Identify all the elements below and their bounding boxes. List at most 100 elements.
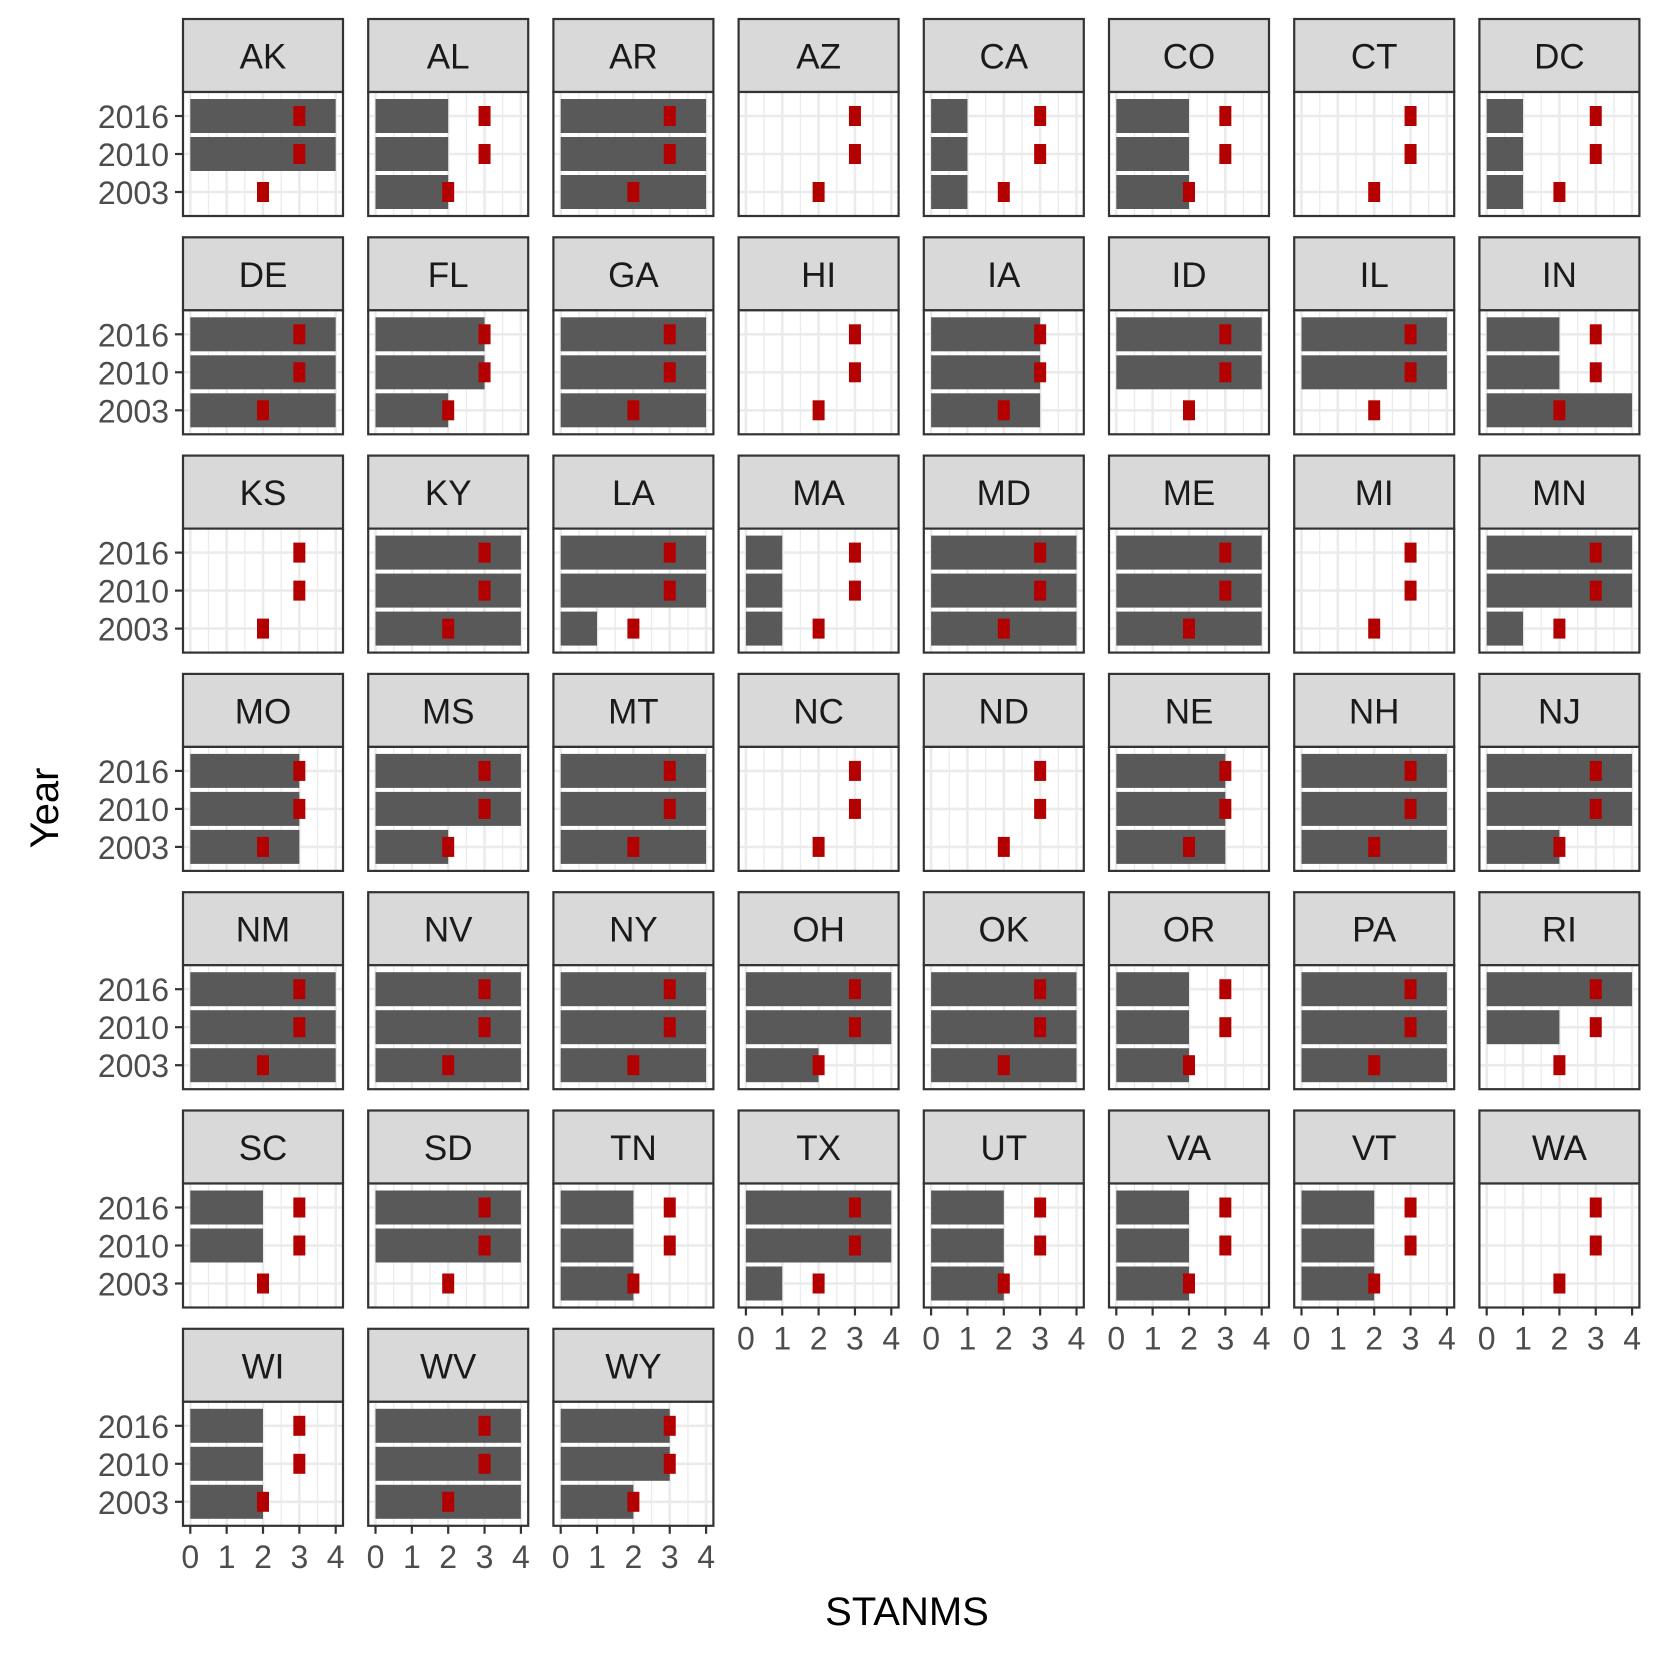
facet-strip-label: TX [796,1129,841,1168]
bar [560,791,707,826]
panel-border [737,964,900,1091]
facet-strip-label: MD [977,474,1031,513]
facet-nh: NH [1293,672,1456,873]
reference-marker [663,106,676,126]
reference-marker [848,798,861,819]
x-tick-label: 3 [290,1539,308,1575]
facet-strip [367,672,530,749]
bar [1486,829,1560,864]
facet-wv: WV 0 1 2 3 4 [367,1327,530,1575]
facet-strip [367,1327,530,1403]
bar [1301,1190,1375,1225]
x-tick-label: 0 [922,1321,940,1357]
facet-ri: RI [1478,891,1641,1091]
facet-strip-label: ID [1172,256,1207,295]
x-tick-label: 0 [1478,1321,1496,1357]
facet-strip [367,236,530,312]
panel-border [737,90,900,218]
facet-strip [1293,891,1456,967]
facet-strip-label: DE [239,256,288,295]
panel-border [367,745,530,873]
reference-marker [663,1235,676,1256]
bar [1116,972,1189,1007]
reference-marker [1183,836,1195,857]
bar [190,317,336,352]
bar [560,1010,707,1045]
reference-marker [478,542,491,563]
facet-strip-label: MA [792,474,845,513]
facet-tn: TN [552,1109,715,1309]
reference-marker [442,1273,455,1294]
facet-strip-label: WY [605,1347,661,1386]
facet-strip [1478,891,1641,967]
reference-marker [848,362,861,383]
facet-ms: MS [367,672,530,873]
reference-marker [1404,106,1417,126]
y-tick-label: 2016 [98,99,169,135]
reference-marker [848,106,861,126]
facet-md: MD [922,454,1085,654]
bar [190,972,336,1007]
reference-marker [1404,580,1417,601]
panel-border [1478,90,1641,218]
panel-border [1107,527,1271,654]
x-tick-label: 1 [218,1539,236,1575]
facet-strip [737,891,900,967]
reference-marker [1219,1017,1232,1038]
facet-strip-label: KS [240,474,287,513]
facet-mt: MT [552,672,715,873]
facet-strip [552,1327,715,1403]
panel-border [367,527,530,654]
bar [1486,317,1560,352]
reference-marker [478,144,491,164]
bar [375,1446,521,1481]
bar [1116,1228,1189,1263]
reference-marker [293,580,306,601]
reference-marker [663,798,676,819]
panel-border [922,90,1085,218]
bar [560,611,598,646]
y-tick-label: 2016 [98,1191,169,1227]
reference-marker [478,1415,491,1436]
x-tick-label: 4 [512,1539,530,1575]
reference-marker [442,618,455,639]
reference-marker [478,362,491,383]
y-tick-label: 2016 [98,536,169,572]
x-tick-label: 3 [476,1539,494,1575]
reference-marker [848,144,861,164]
panel-border [1293,527,1456,654]
facet-strip-label: ND [979,692,1030,731]
facet-nd: ND [922,672,1085,873]
bar [931,99,968,133]
reference-marker [997,618,1010,639]
x-tick-label: 4 [1623,1321,1641,1357]
reference-marker [257,618,269,639]
panel-border [1478,309,1641,436]
bar [1301,1010,1447,1045]
reference-marker [1219,760,1232,781]
facet-ny: NY [552,891,715,1091]
panel-border [922,309,1085,436]
bar [190,1408,263,1443]
facet-nc: NC [737,672,900,873]
facet-strip-label: MO [235,692,291,731]
reference-marker [1219,324,1232,345]
facet-strip [181,672,345,749]
bar [1486,611,1524,646]
reference-marker [478,760,491,781]
reference-marker [1034,760,1047,781]
x-axis-title: STANMS [825,1590,989,1634]
facet-mi: MI [1293,454,1456,654]
reference-marker [442,182,455,202]
bar [931,317,1041,352]
bar [1116,573,1262,608]
reference-marker [257,400,269,421]
reference-marker [1404,144,1417,164]
facet-id: ID [1107,236,1271,436]
facet-strip-label: RI [1542,911,1577,950]
panel-border [367,309,530,436]
bar [1486,99,1524,133]
